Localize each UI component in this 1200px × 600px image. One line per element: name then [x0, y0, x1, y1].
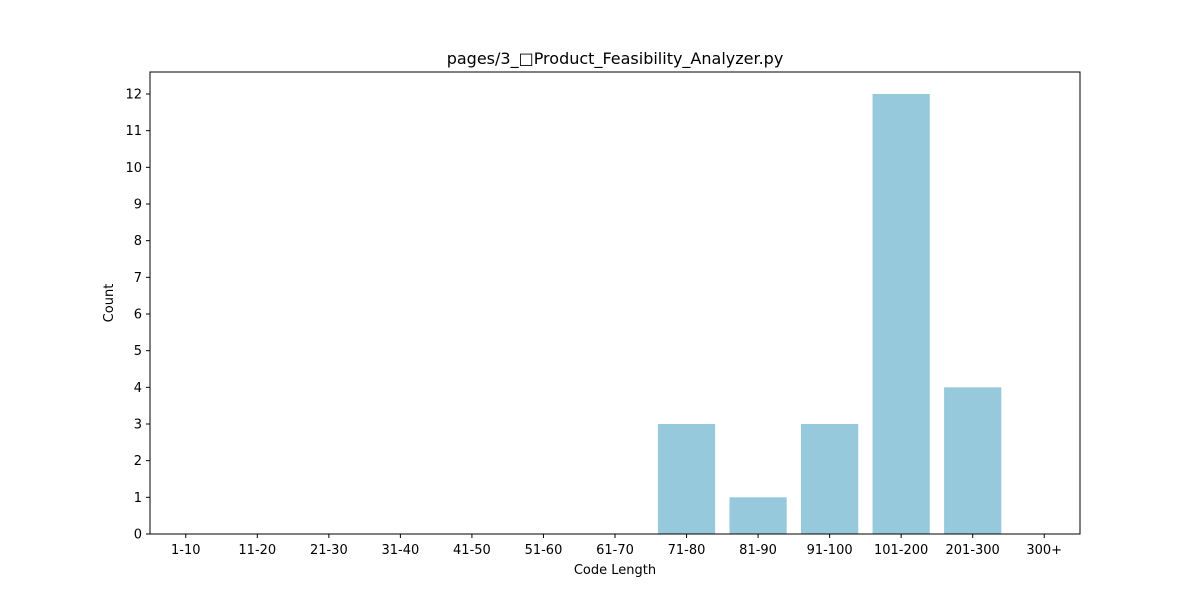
y-tick-label: 8 — [134, 234, 142, 249]
x-tick-label-201-300: 201-300 — [946, 543, 1000, 558]
y-tick-label: 2 — [134, 454, 142, 469]
x-tick-label-101-200: 101-200 — [874, 543, 928, 558]
y-tick-label: 3 — [134, 418, 142, 433]
y-tick-label: 7 — [134, 271, 142, 286]
bar-101-200 — [872, 94, 930, 534]
bars-group — [657, 94, 1002, 534]
y-tick-label: 5 — [134, 344, 142, 359]
bar-81-90 — [729, 497, 787, 534]
x-tick-label-1-10: 1-10 — [171, 543, 201, 558]
x-tick-label-91-100: 91-100 — [807, 543, 853, 558]
chart-title: pages/3_□Product_Feasibility_Analyzer.py — [447, 49, 784, 69]
x-tick-label-31-40: 31-40 — [381, 543, 419, 558]
y-tick-label: 10 — [125, 161, 142, 176]
x-tick-label-71-80: 71-80 — [668, 543, 706, 558]
x-tick-label-11-20: 11-20 — [238, 543, 276, 558]
y-tick-label: 9 — [134, 198, 142, 213]
y-tick-label: 4 — [134, 381, 142, 396]
x-axis-label: Code Length — [574, 563, 656, 578]
plot-frame — [149, 71, 1081, 535]
x-tick-label-51-60: 51-60 — [525, 543, 563, 558]
x-tick-label-300+: 300+ — [1026, 543, 1062, 558]
y-tick-label: 6 — [134, 308, 142, 323]
y-tick-label: 12 — [125, 88, 142, 103]
bar-71-80 — [657, 424, 716, 534]
x-tick-label-21-30: 21-30 — [310, 543, 348, 558]
x-axis: 1-10 11-20 21-30 31-40 41-50 51-60 61-70 71-80 8… — [171, 534, 1062, 558]
bar-201-300 — [944, 387, 1002, 534]
y-tick-label: 11 — [125, 124, 142, 139]
y-axis-label: Count — [102, 284, 117, 323]
y-tick-label: 1 — [134, 491, 142, 506]
x-tick-label-61-70: 61-70 — [596, 543, 634, 558]
bar-91-100 — [801, 424, 859, 534]
y-tick-label: 0 — [134, 528, 142, 543]
x-tick-label-81-90: 81-90 — [739, 543, 777, 558]
x-tick-label-41-50: 41-50 — [453, 543, 491, 558]
